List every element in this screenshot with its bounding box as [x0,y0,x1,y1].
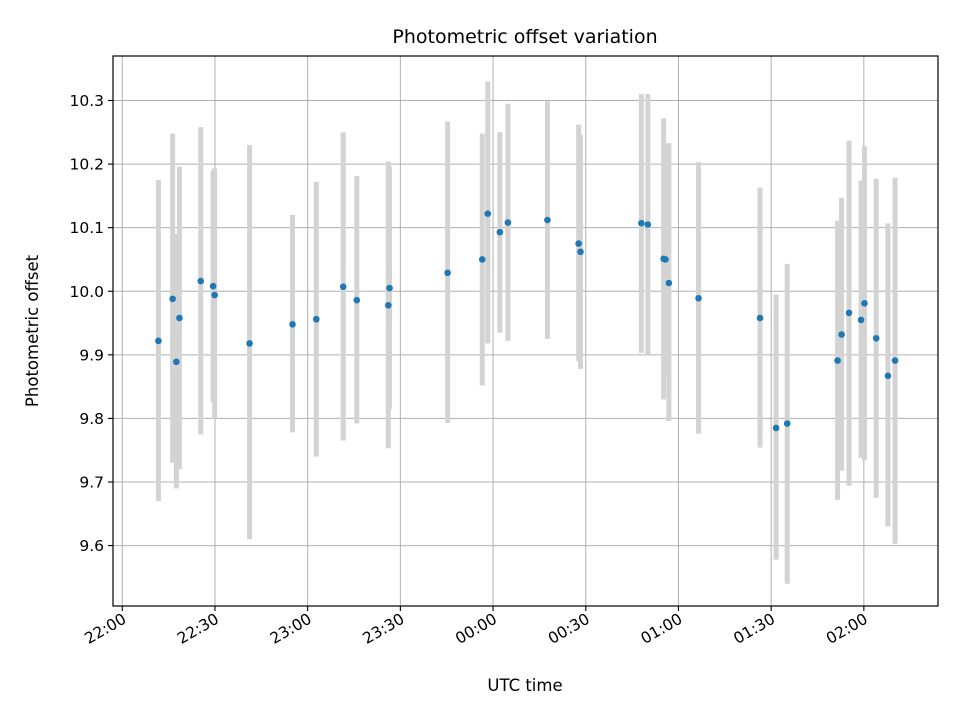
data-point [173,358,180,366]
data-point [289,321,296,328]
data-point [385,301,392,309]
data-point [665,279,673,287]
data-point [838,331,845,338]
plot-frame [112,55,939,607]
data-point [695,294,702,302]
y-tick-label: 9.7 [79,474,104,492]
data-point [484,210,492,217]
y-axis-ticks: 9.6 9.7 9.8 9.9 10.0 10.1 10.2 10.3 [69,92,113,555]
x-axis-label: UTC time [487,676,562,695]
data-point [339,283,347,291]
y-tick-label: 9.6 [79,537,104,555]
data-point [662,256,669,263]
y-axis-label: Photometric offset [23,254,42,407]
data-point [783,420,791,427]
data-point [638,219,645,227]
chart-title: Photometric offset variation [392,26,657,48]
data-point [209,282,217,290]
data-point [857,316,865,324]
data-point [246,340,253,347]
data-point [496,228,504,236]
data-point [313,315,320,323]
data-point [772,424,780,432]
data-point [176,314,183,322]
data-point [197,277,205,285]
data-point [478,256,486,263]
y-tick-label: 9.8 [79,410,104,428]
data-point [504,219,512,226]
data-point [575,240,582,247]
data-point [211,291,218,299]
data-point [756,314,764,322]
data-point [845,309,853,317]
data-point [544,216,551,224]
y-tick-label: 10.3 [69,92,104,110]
data-point [891,357,899,364]
data-point [834,357,841,364]
data-point [861,300,868,307]
data-point [872,335,880,342]
data-point [155,337,162,345]
data-point [577,248,584,256]
data-point [353,296,361,304]
y-tick-label: 10.1 [69,219,104,237]
data-point [884,372,892,380]
y-tick-label: 10.2 [69,156,104,174]
data-points [155,210,899,432]
data-point [169,295,176,303]
data-point [644,221,652,228]
y-tick-label: 10.0 [69,283,104,301]
data-point [386,284,393,292]
data-point [444,269,451,277]
y-tick-label: 9.9 [79,346,104,364]
